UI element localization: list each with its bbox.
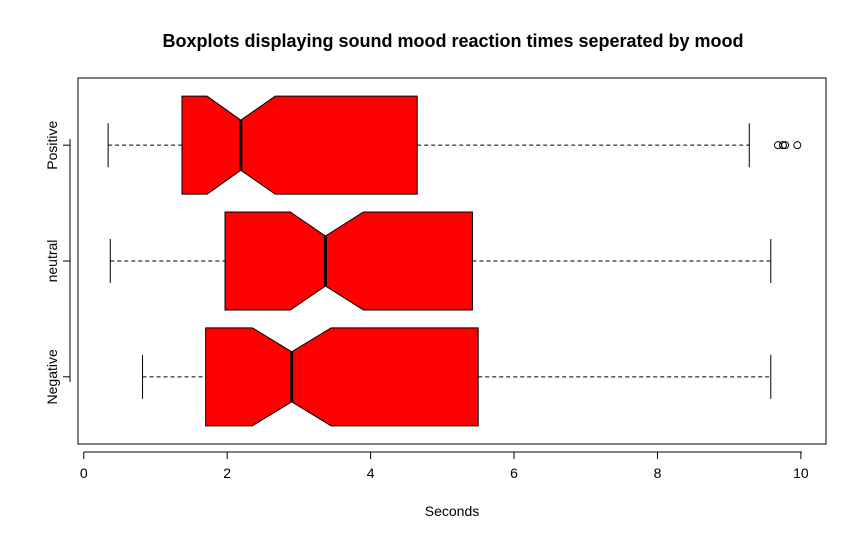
x-axis-ticks: 0 2 4 6 8 10 [80, 452, 809, 481]
y-tick-label: Negative [44, 349, 60, 404]
box-neutral [109, 211, 772, 311]
box-negative [142, 327, 772, 427]
x-tick-label: 0 [80, 465, 88, 481]
y-tick-label: Positive [44, 120, 60, 169]
outlier-point [793, 141, 802, 150]
x-tick-label: 2 [223, 465, 231, 481]
notched-box [224, 211, 473, 311]
outlier-point [778, 141, 787, 150]
notched-box [181, 95, 418, 195]
x-axis-label: Seconds [425, 503, 479, 519]
boxes-group [107, 95, 802, 427]
notched-box [205, 327, 479, 427]
box-positive [107, 95, 802, 195]
y-tick-label: neutral [44, 240, 60, 283]
x-tick-label: 10 [793, 465, 809, 481]
outlier-point [781, 141, 790, 150]
x-tick-label: 6 [510, 465, 518, 481]
plot-frame [77, 77, 827, 445]
x-tick-label: 4 [367, 465, 375, 481]
x-tick-label: 8 [654, 465, 662, 481]
chart-title: Boxplots displaying sound mood reaction … [162, 31, 743, 51]
y-axis-ticks: Negative neutral Positive [44, 120, 70, 404]
